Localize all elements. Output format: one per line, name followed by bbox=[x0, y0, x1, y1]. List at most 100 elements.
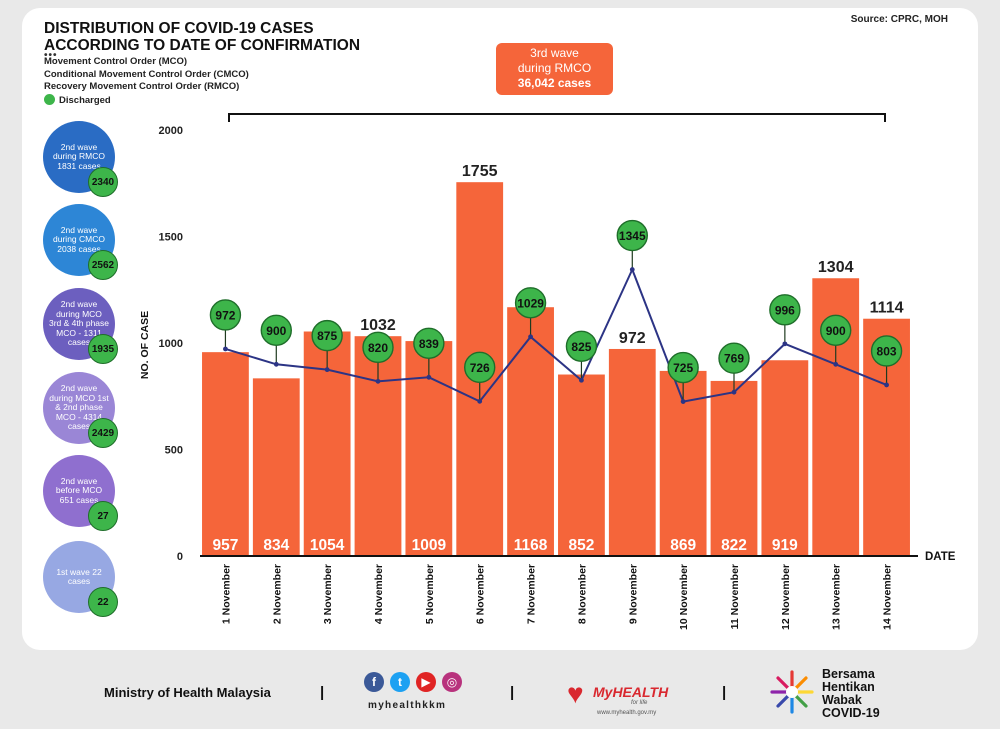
discharged-value-label: 1029 bbox=[517, 296, 544, 310]
discharged-marker bbox=[769, 294, 801, 326]
side-wave-first: 1st wave 22 cases 22 bbox=[43, 541, 118, 617]
discharged-marker bbox=[565, 330, 598, 362]
side-wave-label: 2nd wave before MCO 651 cases bbox=[55, 475, 103, 505]
bar bbox=[507, 307, 554, 556]
bersama-line2: Hentikan bbox=[822, 680, 875, 694]
side-wave-label: 2nd wave during RMCO 1831 cases bbox=[53, 141, 105, 171]
discharged-value-label: 726 bbox=[470, 361, 490, 375]
discharged-marker bbox=[413, 327, 445, 359]
discharged-marker bbox=[667, 351, 699, 384]
third-wave-line1: 3rd wave bbox=[530, 46, 579, 60]
y-tick-label: 0 bbox=[177, 551, 183, 563]
discharged-marker bbox=[870, 335, 903, 367]
discharged-value-label: 875 bbox=[317, 329, 337, 343]
x-tick-label: 12 November bbox=[780, 564, 792, 630]
bersama-line1: Bersama bbox=[822, 667, 875, 681]
separator: | bbox=[510, 684, 515, 701]
x-tick-label: 2 November bbox=[271, 564, 283, 624]
side-wave-label: 2nd wave during MCO 3rd & 4th phase MCO … bbox=[49, 299, 110, 348]
title-line-2: ACCORDING TO DATE OF CONFIRMATION bbox=[44, 37, 361, 54]
discharged-point bbox=[782, 341, 788, 347]
y-tick-label: 1000 bbox=[159, 338, 183, 350]
discharged-marker bbox=[260, 314, 292, 346]
bar-value-label: 1114 bbox=[870, 300, 904, 317]
discharged-point bbox=[833, 361, 839, 367]
twitter-icon[interactable]: t bbox=[390, 672, 410, 692]
x-tick-label: 10 November bbox=[678, 564, 690, 630]
separator: | bbox=[320, 684, 325, 701]
bar-value-label: 972 bbox=[619, 330, 646, 347]
facebook-icon[interactable]: f bbox=[364, 672, 384, 692]
page-title: DISTRIBUTION OF COVID-19 CASES ACCORDING… bbox=[44, 20, 360, 54]
discharged-badge: 2340 bbox=[88, 167, 118, 197]
social-handle: myhealthkkm bbox=[368, 700, 447, 711]
discharged-value-label: 769 bbox=[724, 352, 744, 366]
x-axis-label: DATE bbox=[925, 551, 956, 563]
discharged-point bbox=[375, 378, 381, 384]
heart-icon: ♥ bbox=[567, 678, 584, 709]
bar-line-chart: 0 500 1000 1500 2000 NO. OF CASE DATE 1 Novembe… bbox=[139, 113, 956, 630]
discharged-badge: 22 bbox=[88, 587, 118, 617]
legend-cmco: Conditional Movement Control Order (CMCO… bbox=[44, 68, 249, 80]
y-tick-label: 2000 bbox=[159, 125, 183, 137]
side-wave-label: 2nd wave during MCO 1st & 2nd phase MCO … bbox=[49, 383, 109, 432]
discharged-marker bbox=[362, 331, 394, 364]
x-tick-label: 6 November bbox=[475, 564, 487, 624]
bar bbox=[202, 352, 249, 556]
y-tick-label: 500 bbox=[165, 445, 183, 457]
discharged-marker bbox=[311, 319, 343, 352]
discharged-badge: 2429 bbox=[88, 418, 118, 448]
discharged-line bbox=[225, 266, 887, 403]
ellipsis-dots: ••• bbox=[44, 50, 58, 61]
myhealth-name: MyHEALTH bbox=[593, 684, 669, 700]
side-wave-label: 1st wave 22 cases bbox=[56, 566, 102, 586]
x-tick-label: 5 November bbox=[424, 564, 436, 624]
bar-value-label: 869 bbox=[670, 537, 696, 554]
y-tick-label: 1500 bbox=[159, 232, 183, 244]
x-tick-label: 13 November bbox=[831, 564, 843, 630]
myhealth-tagline: for life bbox=[631, 700, 648, 706]
bar-value-label: 1304 bbox=[818, 259, 854, 276]
discharged-point bbox=[680, 399, 686, 404]
discharged-dot-icon bbox=[44, 93, 55, 105]
side-wave-cmco: 2nd wave during CMCO 2038 cases 2562 bbox=[43, 204, 118, 280]
bar-value-label: 852 bbox=[568, 537, 594, 554]
youtube-icon[interactable]: ▶ bbox=[416, 672, 436, 692]
discharged-marker bbox=[718, 342, 750, 374]
instagram-icon[interactable]: ◎ bbox=[442, 672, 462, 692]
discharged-point bbox=[884, 382, 889, 388]
discharged-value-label: 839 bbox=[419, 337, 439, 351]
discharged-point bbox=[477, 398, 483, 404]
discharged-point bbox=[629, 267, 635, 272]
legend: Movement Control Order (MCO) Conditional… bbox=[44, 56, 249, 107]
social-links: f t ▶ ◎ myhealthkkm bbox=[360, 672, 470, 714]
discharged-point bbox=[731, 389, 737, 395]
side-wave-rmco: 2nd wave during RMCO 1831 cases 2340 bbox=[43, 121, 118, 197]
sunburst-icon bbox=[770, 670, 814, 714]
discharged-point bbox=[223, 346, 228, 352]
x-tick-label: 1 November bbox=[220, 564, 232, 624]
side-wave-circle: 2nd wave during MCO 1st & 2nd phase MCO … bbox=[43, 372, 115, 444]
third-wave-line2: during RMCO bbox=[517, 61, 592, 75]
source-text: Source: CPRC, MOH bbox=[850, 14, 948, 25]
discharged-marker bbox=[514, 287, 547, 319]
ministry-name: Ministry of Health Malaysia bbox=[104, 685, 271, 700]
bar bbox=[761, 360, 809, 556]
x-tick-label: 7 November bbox=[526, 564, 538, 624]
separator: | bbox=[722, 684, 727, 701]
discharged-value-label: 725 bbox=[673, 361, 693, 375]
discharged-marker bbox=[820, 314, 852, 346]
discharged-value-label: 803 bbox=[877, 344, 897, 358]
bar bbox=[710, 380, 758, 556]
third-wave-cases: 36,042 cases bbox=[517, 76, 592, 90]
x-tick-label: 8 November bbox=[576, 564, 588, 624]
bar bbox=[558, 374, 605, 556]
x-tick-label: 11 November bbox=[729, 564, 741, 629]
bar-value-label: 1032 bbox=[360, 317, 396, 334]
third-wave-line3: 36,042 cases bbox=[496, 76, 613, 91]
bar-value-label: 1009 bbox=[412, 537, 447, 554]
discharged-point bbox=[426, 374, 432, 380]
discharged-point bbox=[324, 367, 330, 373]
discharged-badge: 2562 bbox=[88, 250, 118, 280]
discharged-marker bbox=[464, 351, 496, 384]
